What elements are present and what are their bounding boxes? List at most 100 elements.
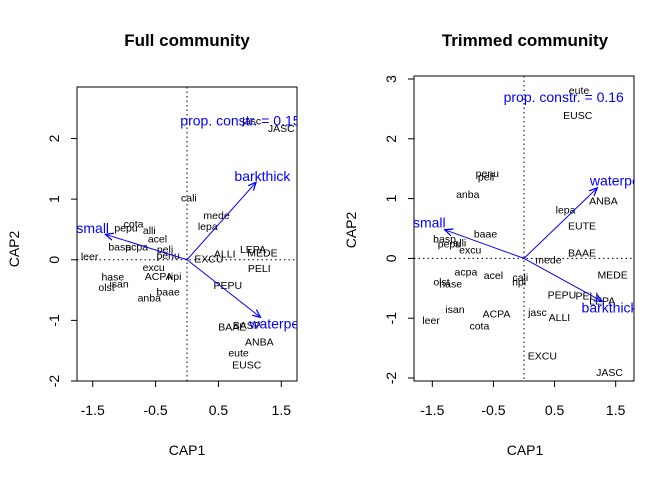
site-label-cota: cota	[469, 320, 489, 332]
x-axis-label: CAP1	[169, 442, 206, 458]
y-tick-label: 3	[383, 75, 399, 83]
site-label-cota: cota	[124, 218, 144, 230]
vector-label-waterpen: waterpen	[589, 173, 648, 189]
y-ticks: -2 -1 0 1 2	[46, 134, 77, 387]
site-label-isan: isan	[445, 304, 464, 316]
zero-lines	[77, 87, 297, 381]
site-label-pepu: pepu	[438, 238, 462, 250]
site-label-eute: eute	[228, 348, 249, 360]
site-label-excu: excu	[459, 244, 481, 256]
x-tick-label: -0.5	[144, 402, 168, 418]
site-label-hase: hase	[439, 279, 462, 291]
vector-arrow-waterpen	[523, 188, 597, 259]
site-label-BASP: BASP	[233, 320, 261, 332]
site-label-ACPA: ACPA	[483, 308, 511, 320]
site-label-penu: penu	[476, 168, 500, 180]
site-label-ANBA: ANBA	[589, 195, 618, 207]
vector-label-small: small	[413, 215, 446, 231]
site-label-baae: baae	[474, 228, 498, 240]
y-tick-label: 2	[46, 134, 62, 142]
x-tick-label: -1.5	[420, 402, 444, 418]
chart-title: Full community	[124, 31, 250, 50]
y-tick-label: 2	[383, 135, 399, 143]
site-label-EUTE: EUTE	[568, 221, 596, 233]
prop-constr-annotation: prop. constr. = 0.15	[180, 112, 300, 128]
site-label-ALLI: ALLI	[214, 249, 236, 261]
site-label-PELI: PELI	[248, 263, 271, 275]
x-tick-label: -1.5	[81, 402, 105, 418]
vector-arrow-small	[105, 234, 188, 261]
site-label-jasc: jasc	[241, 115, 261, 127]
site-label-penu: penu	[156, 250, 180, 262]
x-axis-label: CAP1	[507, 442, 544, 458]
site-label-acel: acel	[148, 234, 167, 246]
y-tick-label: -1	[383, 312, 399, 325]
chart-title: Trimmed community	[442, 31, 609, 50]
panel-trimmed-community: Trimmed community CAP1 CAP2 -1.5 -0.5 0.5 1…	[343, 31, 648, 458]
vector-label-small: small	[76, 220, 109, 236]
site-label-hase: hase	[101, 272, 124, 284]
site-label-eute: eute	[569, 85, 590, 97]
site-label-LEPA: LEPA	[240, 244, 266, 256]
vectors: waterpen small barkthick	[413, 173, 648, 316]
x-tick-label: 1.5	[272, 402, 292, 418]
site-label-cali: cali	[512, 272, 528, 284]
site-label-ripi: ripi	[167, 271, 181, 283]
site-label-PEPU: PEPU	[548, 289, 577, 301]
x-ticks: -1.5 -0.5 0.5 1.5	[81, 381, 292, 418]
site-label-olst: olst	[98, 282, 114, 294]
vector-arrow-barkthick	[523, 257, 602, 301]
y-tick-label: -1	[46, 314, 62, 327]
site-label-acpa: acpa	[455, 267, 478, 279]
vector-arrow-small	[445, 230, 525, 259]
y-axis-label: CAP2	[343, 212, 359, 249]
y-tick-label: -2	[383, 372, 399, 385]
site-label-alli: alli	[453, 237, 466, 249]
site-label-olst: olst	[433, 277, 449, 289]
site-label-leer: leer	[81, 251, 99, 263]
site-label-leer: leer	[422, 315, 440, 327]
site-label-acpa: acpa	[125, 241, 148, 253]
vector-label-barkthick: barkthick	[582, 299, 639, 315]
y-tick-label: 0	[383, 254, 399, 262]
site-label-peli: peli	[157, 244, 173, 256]
x-ticks: -1.5 -0.5 0.5 1.5	[420, 381, 626, 418]
prop-constr-annotation: prop. constr. = 0.16	[504, 89, 624, 105]
site-label-cali: cali	[181, 192, 197, 204]
site-label-BAAE: BAAE	[218, 321, 246, 333]
site-label-ANBA: ANBA	[245, 337, 274, 349]
x-tick-label: 1.5	[606, 402, 626, 418]
site-label-EUSC: EUSC	[563, 110, 593, 122]
site-label-PELI: PELI	[576, 290, 599, 302]
vector-arrow-barkthick	[186, 182, 256, 261]
site-label-EXCU: EXCU	[194, 254, 223, 266]
site-label-ACPA: ACPA	[145, 271, 173, 283]
site-label-excu: excu	[143, 262, 165, 274]
site-label-mede: mede	[535, 255, 561, 267]
site-label-basp: basp	[108, 241, 131, 253]
site-label-jasc: jasc	[527, 307, 547, 319]
site-label-EUSC: EUSC	[232, 360, 262, 372]
site-label-MEDE: MEDE	[597, 270, 627, 282]
site-label-PEPU: PEPU	[214, 280, 243, 292]
zero-lines	[414, 76, 634, 381]
site-label-lepa: lepa	[556, 204, 576, 216]
site-label-BAAE: BAAE	[568, 247, 596, 259]
x-tick-label: 0.5	[545, 402, 565, 418]
site-label-JASC: JASC	[596, 367, 623, 379]
y-ticks: -2 -1 0 1 2 3	[383, 75, 414, 384]
panel-full-community: Full community CAP1 CAP2 -1.5 -0.5 0.5 1.5 …	[6, 31, 300, 458]
x-tick-label: 0.5	[209, 402, 229, 418]
y-tick-label: -2	[46, 375, 62, 388]
vectors: barkthick small waterpen	[76, 168, 297, 331]
site-label-baae: baae	[156, 286, 180, 298]
site-label-ALLI: ALLI	[549, 312, 571, 324]
y-tick-label: 1	[383, 194, 399, 202]
site-label-JASC: JASC	[268, 123, 295, 135]
vector-label-barkthick: barkthick	[234, 168, 291, 184]
y-tick-label: 0	[46, 256, 62, 264]
site-label-peli: peli	[478, 171, 494, 183]
